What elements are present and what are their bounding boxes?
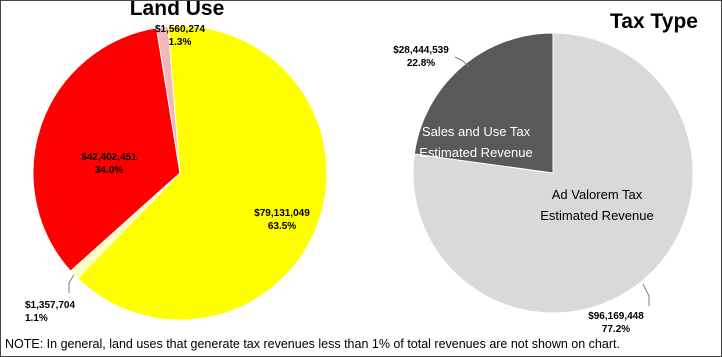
land-use-leader-line bbox=[68, 274, 75, 293]
tax-type-percent-label: 77.2% bbox=[602, 324, 630, 335]
tax-type-value-label: $96,169,448 bbox=[588, 311, 644, 322]
charts-canvas: Land Use $79,131,049 63.5% $42,402,451 34.0%… bbox=[25, 1, 698, 335]
tax-type-value-label: $28,444,539 bbox=[393, 45, 449, 56]
land-use-title: Land Use bbox=[130, 1, 225, 20]
tax-type-slice-name: Estimated Revenue bbox=[419, 145, 532, 160]
tax-type-slice-name: Sales and Use Tax bbox=[422, 124, 531, 139]
tax-type-slice-name: Estimated Revenue bbox=[540, 208, 653, 223]
land-use-value-label: $1,560,274 bbox=[155, 24, 205, 35]
land-use-value-label: $1,357,704 bbox=[25, 300, 75, 311]
land-use-slice-4 bbox=[155, 25, 181, 174]
land-use-slice-3 bbox=[32, 27, 181, 272]
land-use-value-label: $42,402,451 bbox=[81, 152, 137, 163]
tax-type-slice-2 bbox=[413, 32, 554, 174]
tax-type-slice-name: Ad Valorem Tax bbox=[552, 187, 643, 202]
land-use-percent-label: 34.0% bbox=[95, 165, 123, 176]
footnote: NOTE: In general, land uses that generat… bbox=[5, 337, 620, 351]
land-use-percent-label: 1.3% bbox=[169, 37, 192, 48]
tax-type-title: Tax Type bbox=[610, 10, 698, 33]
tax-type-percent-label: 22.8% bbox=[407, 58, 435, 69]
tax-type-pie: Tax Type Ad Valorem Tax Estimated Revenue $… bbox=[393, 10, 698, 335]
land-use-pie: Land Use $79,131,049 63.5% $42,402,451 34.0%… bbox=[25, 1, 328, 324]
land-use-percent-label: 63.5% bbox=[268, 221, 296, 232]
land-use-percent-label: 1.1% bbox=[25, 313, 48, 324]
tax-type-leader-line bbox=[454, 56, 470, 68]
tax-type-slice-1 bbox=[412, 32, 694, 314]
land-use-slice-1 bbox=[76, 25, 328, 321]
tax-type-leader-line bbox=[642, 283, 650, 306]
land-use-value-label: $79,131,049 bbox=[254, 208, 310, 219]
